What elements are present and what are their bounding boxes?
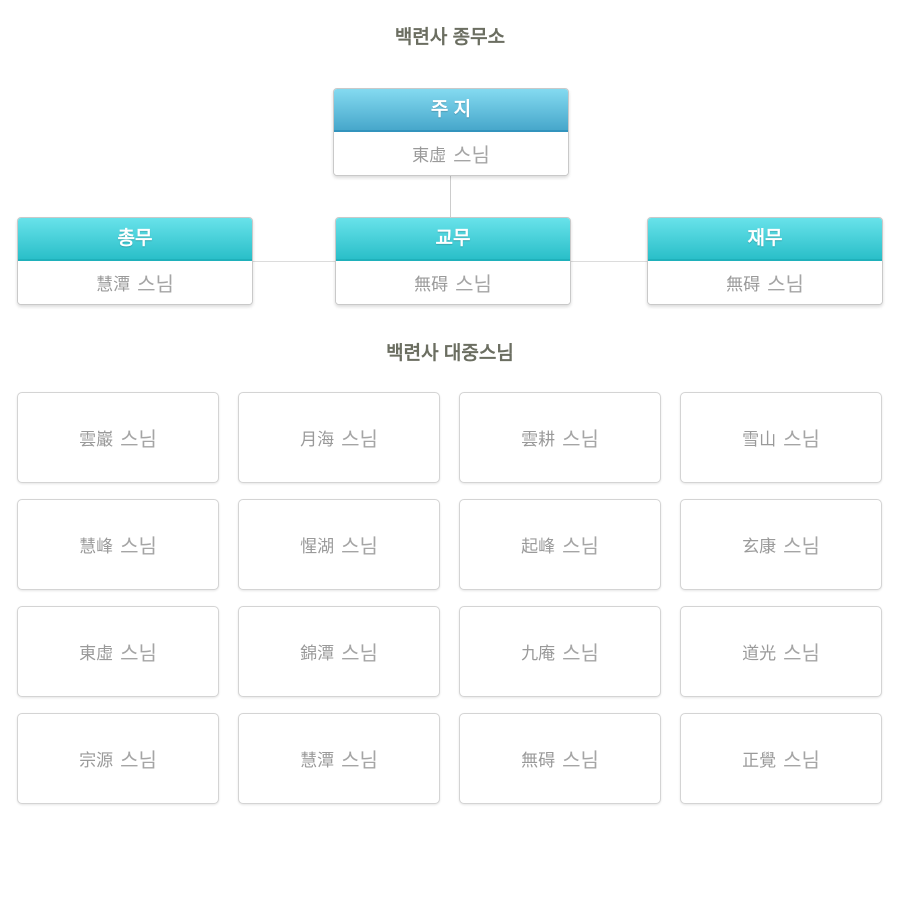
- monk-card: 道光 스님: [680, 606, 882, 697]
- monk-name-suffix: 스님: [562, 536, 599, 558]
- abbot-name: 東虛 스님: [334, 132, 568, 175]
- monk-name-suffix: 스님: [783, 536, 820, 558]
- dept-card-jaemu: 재무 無碍 스님: [647, 217, 883, 305]
- monk-card: 無碍 스님: [459, 713, 661, 804]
- dept-title: 교무: [336, 218, 570, 261]
- monk-card: 慧潭 스님: [238, 713, 440, 804]
- monk-name-hanja: 慧潭: [300, 751, 335, 770]
- monk-name-hanja: 雪山: [742, 430, 777, 449]
- monk-grid: 雲巖 스님 月海 스님 雲耕 스님 雪山 스님 慧峰 스님 惺湖 스님 起峰 스…: [17, 392, 882, 804]
- monk-name-hanja: 雲耕: [521, 430, 556, 449]
- monk-card: 雲耕 스님: [459, 392, 661, 483]
- dept-name: 慧潭 스님: [18, 261, 252, 304]
- dept-name: 無碍 스님: [336, 261, 570, 304]
- dept-name: 無碍 스님: [648, 261, 882, 304]
- connector-vertical-line: [450, 176, 451, 217]
- monk-name-hanja: 九庵: [521, 644, 556, 663]
- monk-card: 東虛 스님: [17, 606, 219, 697]
- monk-name-hanja: 起峰: [521, 537, 556, 556]
- monk-card: 慧峰 스님: [17, 499, 219, 590]
- monk-name-hanja: 道光: [742, 644, 777, 663]
- monk-name-hanja: 惺湖: [300, 537, 335, 556]
- monk-name-suffix: 스님: [120, 750, 157, 772]
- monk-card: 宗源 스님: [17, 713, 219, 804]
- dept-name-suffix: 스님: [137, 274, 174, 296]
- monk-name-suffix: 스님: [341, 536, 378, 558]
- monk-name-suffix: 스님: [120, 643, 157, 665]
- monk-name-suffix: 스님: [341, 750, 378, 772]
- monk-name-hanja: 雲巖: [79, 430, 114, 449]
- monk-name-suffix: 스님: [120, 536, 157, 558]
- office-title: 백련사 종무소: [394, 27, 506, 48]
- monk-name-hanja: 正覺: [742, 751, 777, 770]
- monk-name-hanja: 無碍: [521, 751, 556, 770]
- community-title: 백련사 대중스님: [386, 343, 514, 364]
- monk-name-suffix: 스님: [562, 750, 599, 772]
- monk-card: 惺湖 스님: [238, 499, 440, 590]
- abbot-card: 주 지 東虛 스님: [333, 88, 569, 176]
- dept-title: 총무: [18, 218, 252, 261]
- monk-card: 起峰 스님: [459, 499, 661, 590]
- monk-card: 錦潭 스님: [238, 606, 440, 697]
- dept-name-suffix: 스님: [767, 274, 804, 296]
- monk-name-suffix: 스님: [783, 750, 820, 772]
- dept-name-suffix: 스님: [455, 274, 492, 296]
- dept-name-hanja: 慧潭: [96, 275, 131, 294]
- monk-name-suffix: 스님: [120, 429, 157, 451]
- monk-card: 雲巖 스님: [17, 392, 219, 483]
- monk-name-hanja: 慧峰: [79, 537, 114, 556]
- dept-name-hanja: 無碍: [726, 275, 761, 294]
- monk-name-suffix: 스님: [341, 429, 378, 451]
- dept-card-chongmu: 총무 慧潭 스님: [17, 217, 253, 305]
- dept-title: 재무: [648, 218, 882, 261]
- monk-name-hanja: 玄康: [742, 537, 777, 556]
- abbot-name-suffix: 스님: [453, 145, 490, 167]
- monk-card: 雪山 스님: [680, 392, 882, 483]
- connector-horizontal-left: [253, 261, 335, 262]
- monk-name-hanja: 錦潭: [300, 644, 335, 663]
- monk-name-suffix: 스님: [562, 643, 599, 665]
- abbot-title: 주 지: [334, 89, 568, 132]
- monk-card: 九庵 스님: [459, 606, 661, 697]
- monk-name-suffix: 스님: [562, 429, 599, 451]
- dept-card-gyomu: 교무 無碍 스님: [335, 217, 571, 305]
- monk-name-hanja: 東虛: [79, 644, 114, 663]
- monk-card: 月海 스님: [238, 392, 440, 483]
- monk-name-suffix: 스님: [783, 429, 820, 451]
- monk-name-suffix: 스님: [341, 643, 378, 665]
- abbot-name-hanja: 東虛: [412, 146, 447, 165]
- monk-name-hanja: 宗源: [79, 751, 114, 770]
- monk-name-hanja: 月海: [300, 430, 335, 449]
- monk-card: 正覺 스님: [680, 713, 882, 804]
- monk-card: 玄康 스님: [680, 499, 882, 590]
- dept-name-hanja: 無碍: [414, 275, 449, 294]
- connector-horizontal-right: [571, 261, 647, 262]
- monk-name-suffix: 스님: [783, 643, 820, 665]
